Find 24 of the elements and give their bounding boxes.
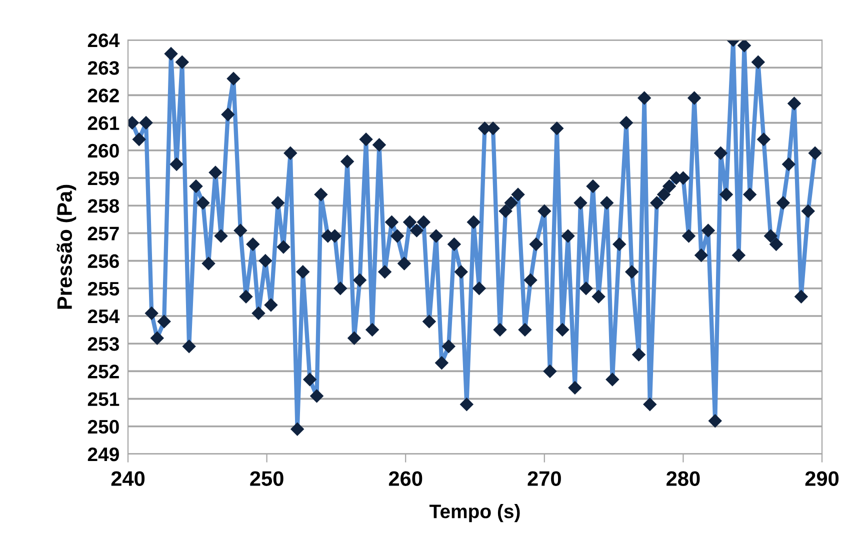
y-tick-label: 255 (88, 282, 120, 296)
y-tick-label: 263 (88, 61, 119, 75)
x-tick-label: 280 (666, 471, 700, 486)
x-tick-label: 250 (250, 471, 284, 486)
x-tick-label: 290 (805, 471, 839, 486)
y-tick-label: 249 (88, 447, 119, 462)
x-axis-title: Tempo (s) (429, 504, 520, 522)
x-tick-label: 240 (111, 471, 145, 486)
y-tick-label: 251 (88, 392, 120, 406)
y-tick-label: 254 (88, 309, 120, 324)
y-tick-label: 262 (88, 88, 119, 102)
y-axis-title: Pressão (Pa) (56, 184, 76, 309)
y-tick-label: 264 (88, 33, 120, 48)
y-tick-label: 258 (88, 199, 120, 213)
y-tick-label: 259 (88, 171, 119, 186)
y-tick-label: 253 (88, 337, 119, 351)
y-tick-label: 257 (88, 226, 119, 240)
y-tick-label: 260 (88, 144, 119, 158)
y-tick-label: 261 (88, 116, 120, 130)
x-tick-label: 260 (388, 471, 422, 486)
y-tick-label: 252 (88, 364, 119, 378)
y-tick-label: 256 (88, 254, 119, 268)
x-tick-label: 270 (528, 471, 561, 486)
y-tick-label: 250 (88, 420, 119, 434)
